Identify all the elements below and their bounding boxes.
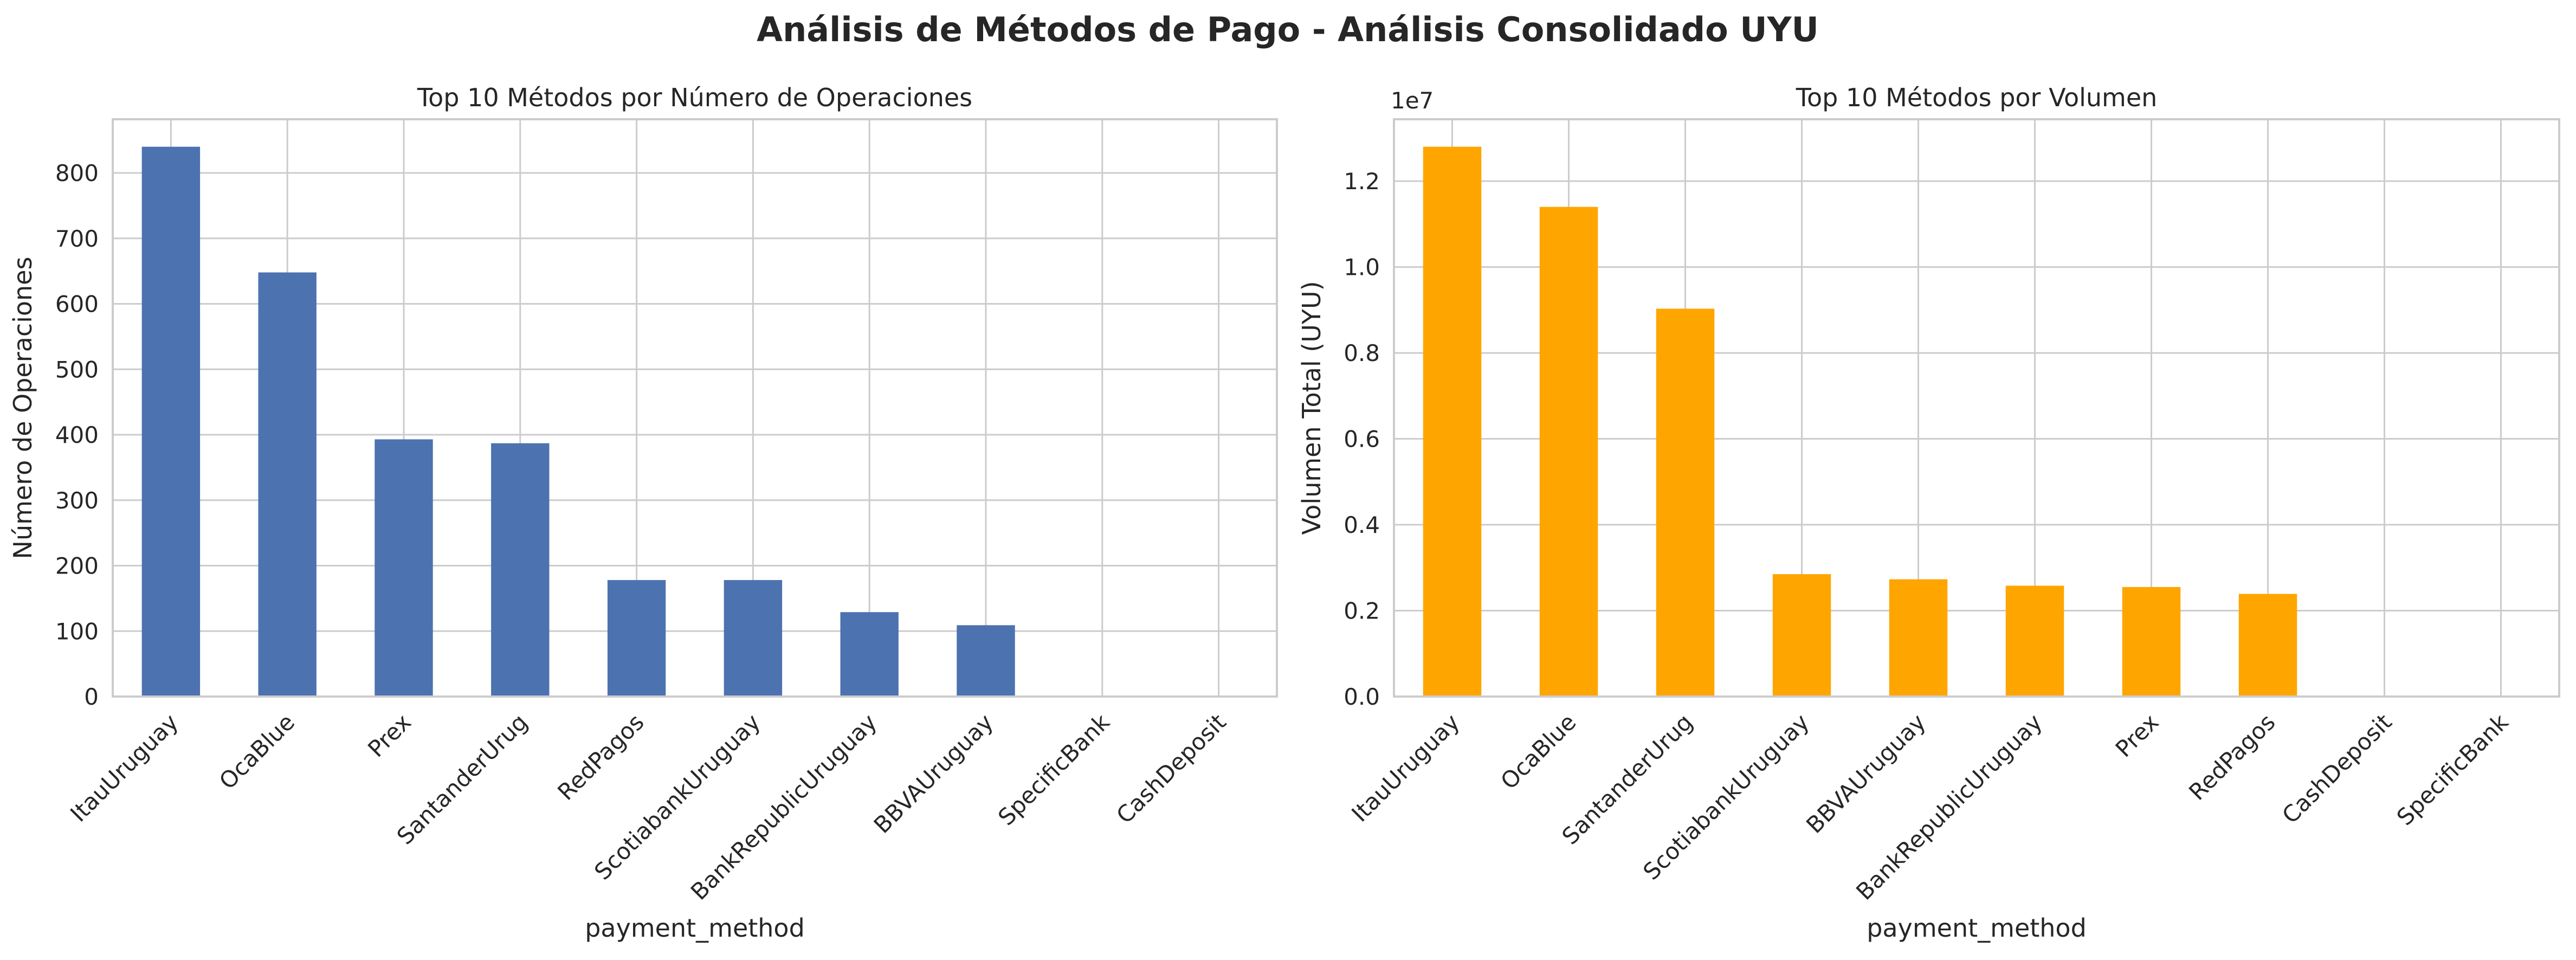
left-chart-bar	[724, 580, 783, 697]
left-chart-ytick-label: 800	[55, 160, 99, 186]
left-chart-xlabel: payment_method	[585, 913, 805, 943]
left-chart-bar	[607, 580, 666, 697]
left-chart-ytick-label: 100	[55, 618, 99, 645]
right-chart-ytick-label: 0.4	[1344, 512, 1380, 538]
right-chart-bar	[2005, 585, 2064, 697]
left-chart-ytick-label: 300	[55, 487, 99, 514]
right-chart-ytick-label: 1.0	[1344, 254, 1380, 281]
left-chart-ytick-label: 400	[55, 422, 99, 448]
right-chart-bar	[1539, 207, 1598, 697]
right-chart-bar	[1423, 146, 1482, 697]
left-chart-ytick-label: 600	[55, 291, 99, 318]
right-chart-xlabel: payment_method	[1867, 913, 2087, 943]
right-chart-offset-text: 1e7	[1391, 87, 1434, 114]
right-chart-bar	[2122, 587, 2181, 697]
left-chart-bar	[957, 625, 1015, 697]
figure-suptitle: Análisis de Métodos de Pago - Análisis C…	[757, 10, 1819, 49]
left-chart-bar	[491, 443, 550, 697]
right-chart-bar	[2238, 594, 2297, 697]
left-chart-bar	[258, 272, 317, 697]
left-chart-bar	[840, 612, 899, 697]
right-chart-frame	[1393, 118, 2560, 698]
right-chart-ytick-label: 0.0	[1344, 684, 1380, 710]
right-chart-bar	[1889, 579, 1948, 697]
right-chart-ytick-label: 0.2	[1344, 598, 1380, 624]
right-chart-bar	[1656, 308, 1715, 697]
left-chart-ylabel: Número de Operaciones	[8, 257, 37, 559]
left-chart-ytick-label: 200	[55, 553, 99, 579]
left-chart-frame	[112, 118, 1278, 698]
right-chart-ytick-label: 0.6	[1344, 426, 1380, 453]
right-chart-ytick-label: 0.8	[1344, 340, 1380, 366]
right-chart-bars	[1423, 146, 2297, 697]
left-chart-spines	[112, 118, 1278, 698]
left-chart-ytick-label: 0	[84, 684, 99, 710]
left-chart-bar	[141, 146, 201, 697]
left-chart-bars	[141, 146, 1015, 697]
left-chart-title: Top 10 Métodos por Número de Operaciones	[417, 83, 972, 112]
left-chart-ytick-label: 700	[55, 225, 99, 252]
right-chart-title: Top 10 Métodos por Volumen	[1796, 83, 2158, 112]
right-chart-bar	[1772, 574, 1831, 697]
right-chart-ytick-label: 1.2	[1344, 168, 1380, 195]
right-chart-spines	[1393, 118, 2560, 698]
right-chart-ylabel: Volumen Total (UYU)	[1297, 281, 1326, 534]
left-chart-bar	[375, 439, 433, 697]
left-chart-ytick-label: 500	[55, 356, 99, 383]
